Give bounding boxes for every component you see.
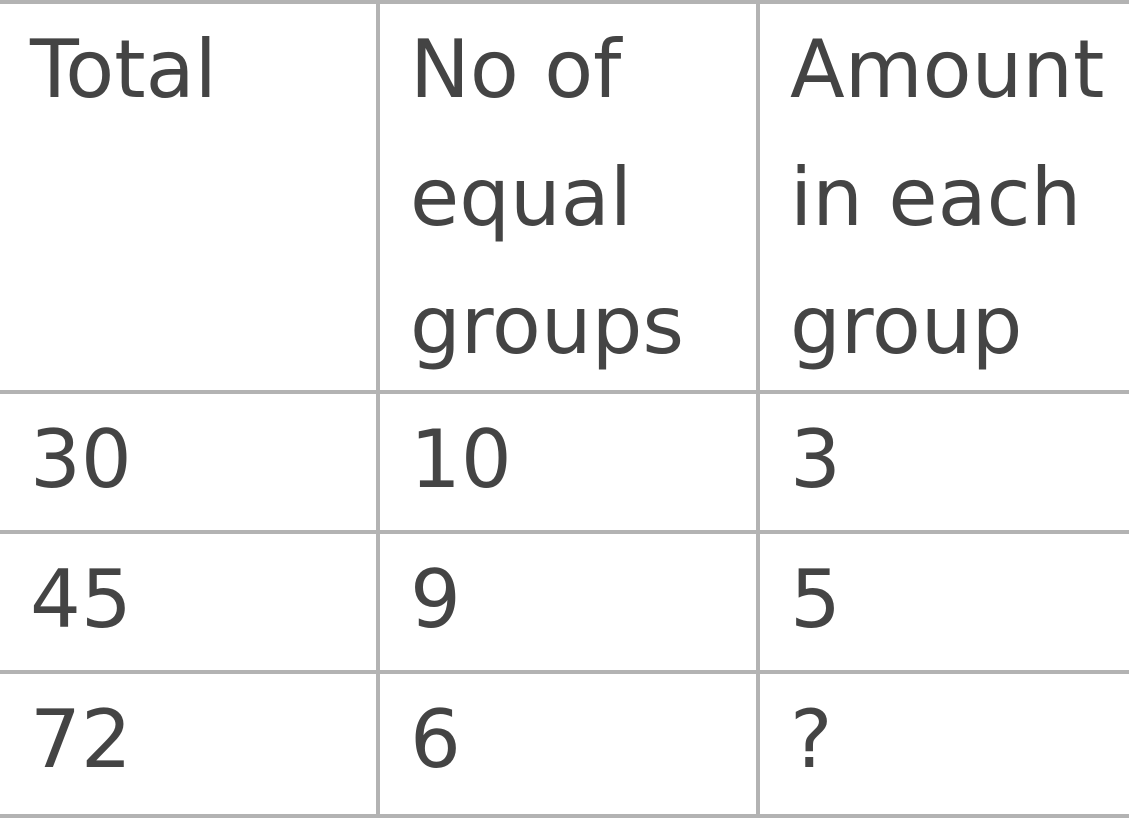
table-cell: 30	[0, 390, 380, 534]
cell-amount: 3	[790, 413, 841, 506]
table-cell: 5	[756, 530, 1129, 674]
header-total-label: Total	[30, 23, 217, 116]
table-cell: 3	[756, 390, 1129, 534]
cell-groups: 10	[410, 413, 512, 506]
table-row: 30 10 3	[0, 390, 1129, 534]
cell-total: 72	[30, 693, 132, 786]
cell-total: 30	[30, 413, 132, 506]
cell-total: 45	[30, 553, 132, 646]
header-amount: Amount in each group	[756, 0, 1129, 394]
table-cell: ?	[756, 670, 1129, 818]
table-header-row: Total No of equal groups Amount in each …	[0, 0, 1129, 394]
cell-groups: 6	[410, 693, 461, 786]
table-cell: 72	[0, 670, 380, 818]
cell-groups: 9	[410, 553, 461, 646]
table-cell: 45	[0, 530, 380, 674]
table-cell: 10	[376, 390, 760, 534]
header-groups: No of equal groups	[376, 0, 760, 394]
table-cell: 6	[376, 670, 760, 818]
table-row: 45 9 5	[0, 530, 1129, 674]
header-amount-label: Amount in each group	[790, 23, 1105, 372]
cell-amount: 5	[790, 553, 841, 646]
header-groups-label: No of equal groups	[410, 23, 685, 372]
cell-amount-unknown: ?	[790, 693, 833, 786]
header-total: Total	[0, 0, 380, 394]
table-row: 72 6 ?	[0, 670, 1129, 818]
table-cell: 9	[376, 530, 760, 674]
